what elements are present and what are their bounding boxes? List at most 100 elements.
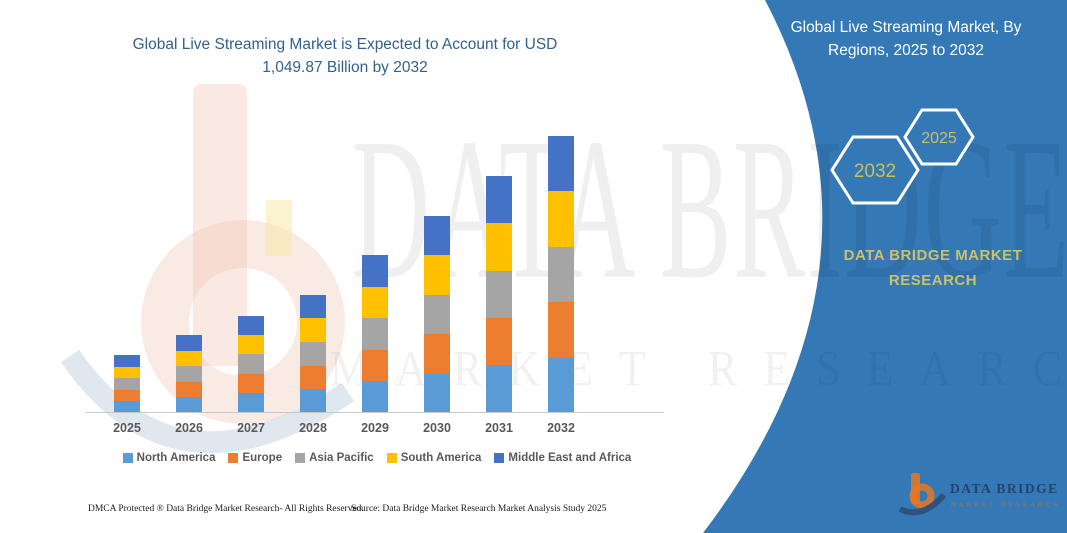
bar-segment-south-america-2029 (362, 286, 388, 318)
legend-label: South America (400, 452, 482, 464)
x-tick-2029: 2029 (361, 421, 389, 435)
x-tick-2026: 2026 (175, 421, 203, 435)
legend-swatch-icon (122, 453, 133, 463)
bar-segment-north-america-2030 (424, 373, 450, 413)
x-tick-2032: 2032 (547, 421, 575, 435)
watermark-accent (266, 200, 292, 256)
badge-year-2025: 2025 (921, 130, 957, 147)
legend-item-asia-pacific: Asia Pacific (295, 452, 374, 464)
panel-brand-line2: RESEARCH (888, 272, 978, 289)
panel-title-line1: Global Live Streaming Market, By (790, 19, 1022, 36)
legend-label: Middle East and Africa (508, 452, 632, 464)
legend-item-middle-east-and-africa: Middle East and Africa (494, 452, 631, 464)
bar-segment-asia-pacific-2026 (176, 366, 202, 382)
bar-segment-north-america-2025 (114, 401, 140, 413)
panel-title-line2: Regions, 2025 to 2032 (828, 42, 984, 59)
side-panel-polygon (703, 0, 1067, 533)
stacked-bar-2025 (114, 354, 140, 413)
panel-brand-text: DATA BRIDGE MARKET RESEARCH (792, 243, 1067, 293)
bar-segment-north-america-2026 (176, 397, 202, 413)
legend-label: Europe (242, 452, 283, 464)
hexagon-badge-2025 (903, 108, 975, 166)
panel-title: Global Live Streaming Market, By Regions… (757, 16, 1055, 62)
legend-item-north-america: North America (122, 452, 216, 464)
bar-segment-south-america-2025 (114, 366, 140, 379)
corner-logo: DATA BRIDGE MARKET RESEARCH (898, 473, 1061, 516)
bar-segment-south-america-2030 (424, 255, 450, 295)
legend: North America Europe Asia Pacific South Ame… (88, 452, 666, 464)
legend-swatch-icon (386, 453, 397, 463)
watermark-swoosh (60, 349, 355, 454)
bar-segment-asia-pacific-2032 (548, 246, 574, 303)
legend-swatch-icon (494, 453, 505, 463)
watermark-b-stem (193, 84, 247, 366)
bar-segment-south-america-2032 (548, 191, 574, 247)
bar-segment-asia-pacific-2029 (362, 317, 388, 350)
footer-copyright: DMCA Protected ® Data Bridge Market Rese… (88, 504, 364, 514)
legend-swatch-icon (228, 453, 239, 463)
chart-title-line2: 1,049.87 Billion by 2032 (262, 59, 428, 76)
bar-segment-south-america-2028 (300, 318, 326, 342)
bar-segment-asia-pacific-2025 (114, 378, 140, 390)
bar-segment-south-america-2027 (238, 335, 264, 355)
legend-label: Asia Pacific (309, 452, 374, 464)
bar-segment-europe-2030 (424, 334, 450, 374)
bar-segment-europe-2029 (362, 349, 388, 382)
stacked-bar-2032 (548, 135, 574, 413)
legend-item-south-america: South America (386, 452, 482, 464)
x-tick-2028: 2028 (299, 421, 327, 435)
bar-segment-europe-2026 (176, 381, 202, 398)
stacked-bar-2027 (238, 315, 264, 413)
footer-source: Source: Data Bridge Market Research Mark… (351, 504, 607, 514)
x-tick-2031: 2031 (485, 421, 513, 435)
badge-year-2032: 2032 (854, 161, 896, 182)
bar-segment-middle-east-and-africa-2026 (176, 334, 202, 351)
x-tick-2030: 2030 (423, 421, 451, 435)
bar-segment-middle-east-and-africa-2025 (114, 354, 140, 367)
bar-segment-north-america-2029 (362, 381, 388, 413)
hexagon-badge-2032 (830, 135, 920, 205)
bar-segment-asia-pacific-2027 (238, 354, 264, 374)
x-tick-2025: 2025 (113, 421, 141, 435)
bar-segment-middle-east-and-africa-2029 (362, 254, 388, 287)
bar-segment-north-america-2027 (238, 393, 264, 413)
bar-segment-middle-east-and-africa-2030 (424, 215, 450, 256)
bar-segment-south-america-2026 (176, 350, 202, 367)
logo-b-bowl (909, 483, 935, 509)
legend-label: North America (136, 452, 216, 464)
bar-segment-north-america-2031 (486, 365, 512, 413)
stacked-bar-2026 (176, 334, 202, 413)
stacked-bar-2028 (300, 294, 326, 413)
stacked-bar-2029 (362, 254, 388, 413)
bar-segment-europe-2031 (486, 318, 512, 366)
logo-brand-text: DATA BRIDGE (950, 481, 1059, 496)
x-axis-line (86, 412, 664, 413)
bar-segment-middle-east-and-africa-2032 (548, 135, 574, 192)
bar-segment-asia-pacific-2028 (300, 341, 326, 366)
bar-segment-asia-pacific-2030 (424, 294, 450, 335)
bar-segment-europe-2025 (114, 389, 140, 402)
bar-segment-north-america-2032 (548, 357, 574, 413)
stacked-bar-2030 (424, 215, 450, 413)
bar-segment-asia-pacific-2031 (486, 270, 512, 319)
bar-segment-middle-east-and-africa-2031 (486, 175, 512, 224)
logo-swoosh (898, 492, 947, 516)
legend-swatch-icon (295, 453, 306, 463)
logo-tagline-text: MARKET RESEARCH (951, 502, 1061, 509)
bar-segment-middle-east-and-africa-2027 (238, 315, 264, 336)
chart-title: Global Live Streaming Market is Expected… (90, 33, 600, 79)
bar-segment-europe-2028 (300, 365, 326, 390)
chart-title-line1: Global Live Streaming Market is Expected… (132, 36, 558, 53)
bar-segment-europe-2027 (238, 373, 264, 394)
bar-segment-europe-2032 (548, 302, 574, 358)
legend-item-europe: Europe (228, 452, 282, 464)
stacked-bar-2031 (486, 175, 512, 413)
panel-brand-line1: DATA BRIDGE MARKET (843, 247, 1023, 264)
bar-segment-north-america-2028 (300, 389, 326, 413)
bar-segment-middle-east-and-africa-2028 (300, 294, 326, 319)
x-tick-2027: 2027 (237, 421, 265, 435)
bar-segment-south-america-2031 (486, 223, 512, 271)
